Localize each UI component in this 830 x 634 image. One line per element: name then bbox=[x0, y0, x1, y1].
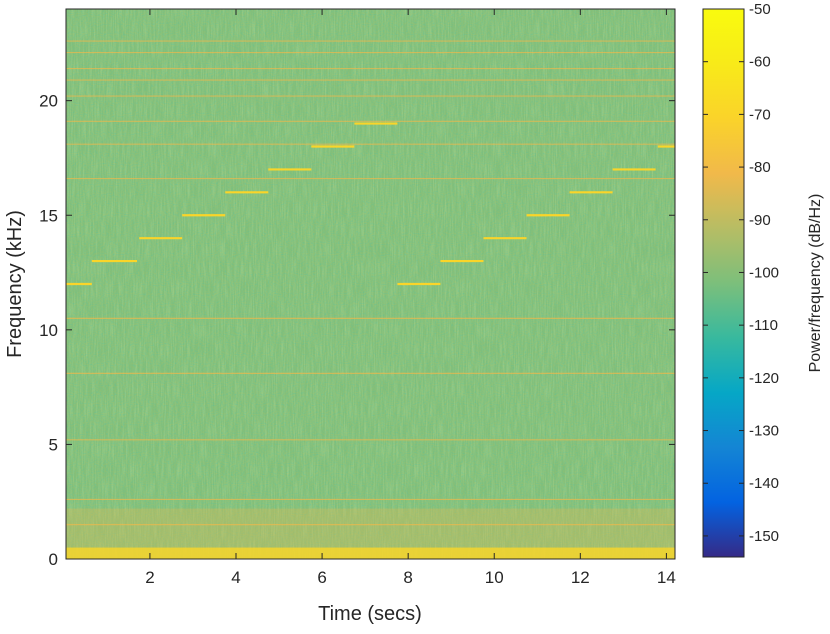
y-axis: 0 5 10 15 20 bbox=[39, 92, 675, 569]
colorbar-tick-label: -80 bbox=[749, 159, 771, 176]
y-tick-label: 15 bbox=[39, 206, 58, 225]
y-tick-label: 10 bbox=[39, 321, 58, 340]
x-axis: 2 4 6 8 10 12 14 bbox=[145, 9, 676, 587]
x-tick-label: 10 bbox=[485, 568, 504, 587]
low-frequency-band bbox=[66, 547, 675, 559]
colorbar-tick-label: -120 bbox=[749, 370, 779, 387]
colorbar-tick-label: -50 bbox=[749, 1, 771, 18]
colorbar-tick-label: -70 bbox=[749, 106, 771, 123]
x-tick-label: 8 bbox=[403, 568, 412, 587]
plot-area bbox=[65, 8, 676, 560]
x-tick-label: 6 bbox=[317, 568, 326, 587]
y-tick-label: 5 bbox=[49, 435, 58, 454]
y-tick-label: 20 bbox=[39, 92, 58, 111]
texture-noise-cool bbox=[66, 9, 675, 559]
colorbar-tick-label: -140 bbox=[749, 475, 779, 492]
colorbar-label: Power/frequency (dB/Hz) bbox=[807, 194, 824, 373]
colorbar-tick-label: -130 bbox=[749, 423, 779, 440]
low-frequency-glow bbox=[66, 508, 675, 548]
colorbar-frame bbox=[702, 8, 745, 558]
y-axis-label: Frequency (kHz) bbox=[4, 210, 26, 358]
x-tick-label: 14 bbox=[657, 568, 676, 587]
plot-frame bbox=[65, 8, 676, 560]
x-tick-label: 4 bbox=[231, 568, 240, 587]
colorbar-tick-label: -90 bbox=[749, 212, 771, 229]
colorbar-tick-label: -100 bbox=[749, 264, 779, 281]
colorbar: -50-60-70-80-90-100-110-120-130-140-150 … bbox=[702, 1, 824, 558]
y-tick-label: 0 bbox=[49, 550, 58, 569]
colorbar-tick-label: -110 bbox=[749, 317, 778, 334]
x-tick-label: 12 bbox=[571, 568, 590, 587]
x-tick-label: 2 bbox=[145, 568, 154, 587]
colorbar-tick-label: -60 bbox=[749, 54, 771, 71]
x-axis-label: Time (secs) bbox=[318, 603, 422, 625]
colorbar-tick-label: -150 bbox=[749, 528, 779, 545]
colorbar-gradient bbox=[703, 9, 744, 557]
